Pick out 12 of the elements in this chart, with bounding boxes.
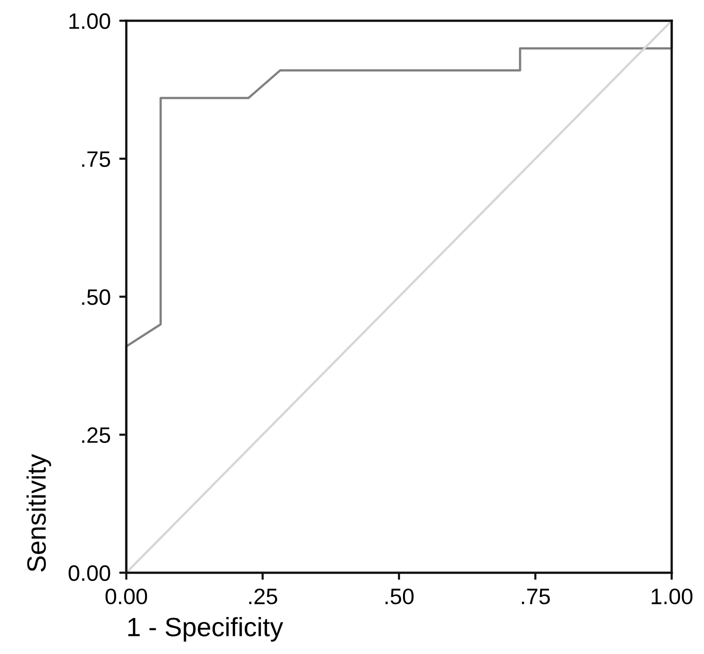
y-tick-label: .50 xyxy=(82,289,110,305)
x-axis-title: 1 - Specificity xyxy=(128,617,284,642)
y-tick-label: 1.00 xyxy=(69,13,110,30)
x-tick-label: .75 xyxy=(522,588,550,604)
y-tick-label: 0.00 xyxy=(68,565,110,581)
y-tick-label: .25 xyxy=(82,427,110,443)
y-tick-label: .75 xyxy=(82,151,110,167)
x-tick-label: .50 xyxy=(386,588,414,604)
x-tick-label: 0.00 xyxy=(106,588,148,604)
x-tick-label: 1.00 xyxy=(652,588,692,604)
x-tick-label: .25 xyxy=(249,588,278,604)
y-axis-title: Sensitivity xyxy=(26,454,52,572)
